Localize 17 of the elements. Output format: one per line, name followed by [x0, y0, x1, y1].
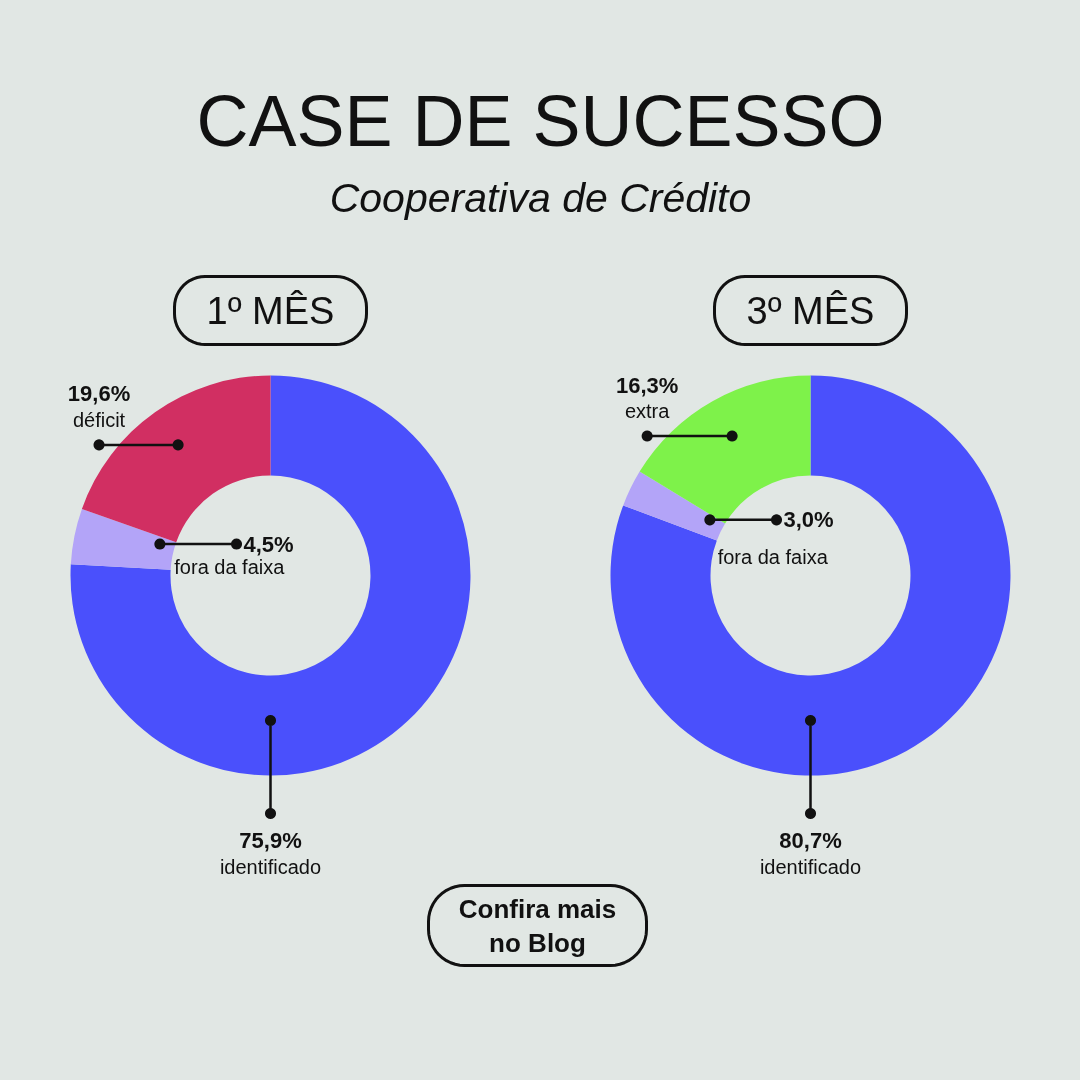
slice-label: identificado: [219, 855, 322, 878]
data-label: 19,6%: [67, 381, 131, 407]
slice-label: identificado: [759, 855, 862, 878]
data-label: 16,3%: [615, 372, 679, 398]
text: Cooperativa de Crédito: [329, 174, 752, 221]
slice-label: extra: [624, 400, 671, 423]
slice-label: déficit: [72, 408, 126, 431]
slice-label: fora da faixa: [174, 556, 286, 579]
data-label: 3,0%: [783, 507, 834, 533]
data-label: 75,9%: [239, 828, 302, 853]
data-label: 4,5%: [243, 531, 294, 557]
chart-title: 3º MÊS: [746, 289, 875, 332]
slice-label: fora da faixa: [717, 546, 829, 569]
data-label: 80,7%: [779, 828, 842, 853]
text: CASE DE SUCESSO: [196, 80, 885, 161]
text: Confira mais no Blog: [458, 893, 617, 958]
chart-title: 1º MÊS: [206, 289, 335, 332]
